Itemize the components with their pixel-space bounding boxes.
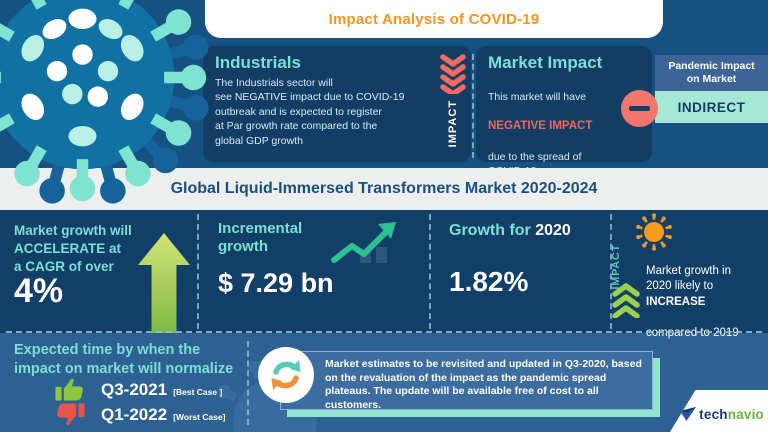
pandemic-impact-value: INDIRECT [655, 91, 768, 123]
growth-2020-value: 1.82% [449, 266, 529, 297]
stats-band: Market growth will ACCELERATE at a CAGR … [0, 210, 768, 339]
worst-case-row: Q1-2022 [Worst Case] [55, 402, 225, 427]
market-title: Global Liquid-Immersed Transformers Mark… [170, 180, 598, 197]
best-case-quarter: Q3-2021 [101, 379, 168, 399]
market-title-band: Global Liquid-Immersed Transformers Mark… [0, 168, 768, 210]
industrials-section: Industrials The Industrials sector will … [203, 46, 471, 162]
growth-2020-label-white: 2020 [535, 222, 571, 239]
brand-logo: tech navio [670, 390, 768, 432]
chevrons-down-icon [440, 54, 466, 94]
impact-2020-highlight: INCREASE [646, 295, 706, 308]
growth-2020-label: Growth for 2020 [449, 222, 571, 240]
brand-name-tech: tech [699, 406, 728, 422]
trend-up-chart-icon [331, 222, 396, 263]
chevrons-up-icon [612, 283, 640, 318]
growth-2020-label-teal: Growth for [449, 222, 531, 239]
market-impact-highlight: NEGATIVE IMPACT [488, 120, 593, 133]
bottom-divider [247, 341, 249, 425]
pandemic-impact-label: Pandemic Impact on Market [655, 55, 768, 91]
technavio-arrow-icon [680, 406, 697, 421]
cagr-lead-text: Market growth will ACCELERATE at a CAGR … [14, 223, 132, 274]
stats-divider [429, 214, 431, 329]
refresh-icon [258, 347, 314, 403]
impact-vertical-label: IMPACT [447, 100, 459, 148]
virus-orange-icon [636, 213, 672, 251]
virus-illustration [0, 0, 209, 204]
best-case-tag: [Best Case ] [173, 386, 223, 397]
stats-divider [197, 214, 199, 329]
cagr-value: 4% [14, 272, 64, 310]
worst-case-quarter: Q1-2022 [101, 404, 168, 424]
industrials-impact-indicator: IMPACT [436, 54, 470, 147]
industrials-heading: Industrials [215, 53, 301, 72]
note-box: Market estimates to be revisited and upd… [280, 351, 653, 411]
industrials-body: The Industrials sector will see NEGATIVE… [215, 77, 405, 147]
market-impact-body: This market will have NEGATIVE IMPACT du… [488, 76, 640, 193]
stats-divider [610, 214, 612, 329]
incremental-growth-value: $ 7.29 bn [218, 268, 334, 298]
best-case-row: Q3-2021 [Best Case ] [55, 377, 222, 402]
page-title: Impact Analysis of COVID-19 [328, 10, 540, 28]
impact-2020-text: Market growth in 2020 likely to INCREASE… [646, 248, 764, 341]
market-impact-heading: Market Impact [488, 53, 603, 72]
worst-case-tag: [Worst Case] [173, 411, 226, 422]
incremental-growth-label: Incremental growth [218, 220, 303, 255]
note-text: Market estimates to be revisited and upd… [325, 358, 642, 411]
minus-circle-icon [621, 90, 658, 127]
section-divider [472, 54, 474, 158]
bottom-band: Expected time by when the impact on mark… [0, 333, 768, 432]
page-title-box: Impact Analysis of COVID-19 [205, 0, 663, 38]
normalize-heading: Expected time by when the impact on mark… [14, 342, 234, 377]
brand-name-navio: navio [727, 406, 764, 422]
thumb-down-icon [57, 403, 85, 426]
horizontal-divider [6, 331, 762, 333]
impact-2020-line1: Market growth in 2020 likely to [646, 264, 732, 293]
thumb-up-icon [55, 378, 83, 401]
market-impact-line1: This market will have [488, 91, 587, 104]
